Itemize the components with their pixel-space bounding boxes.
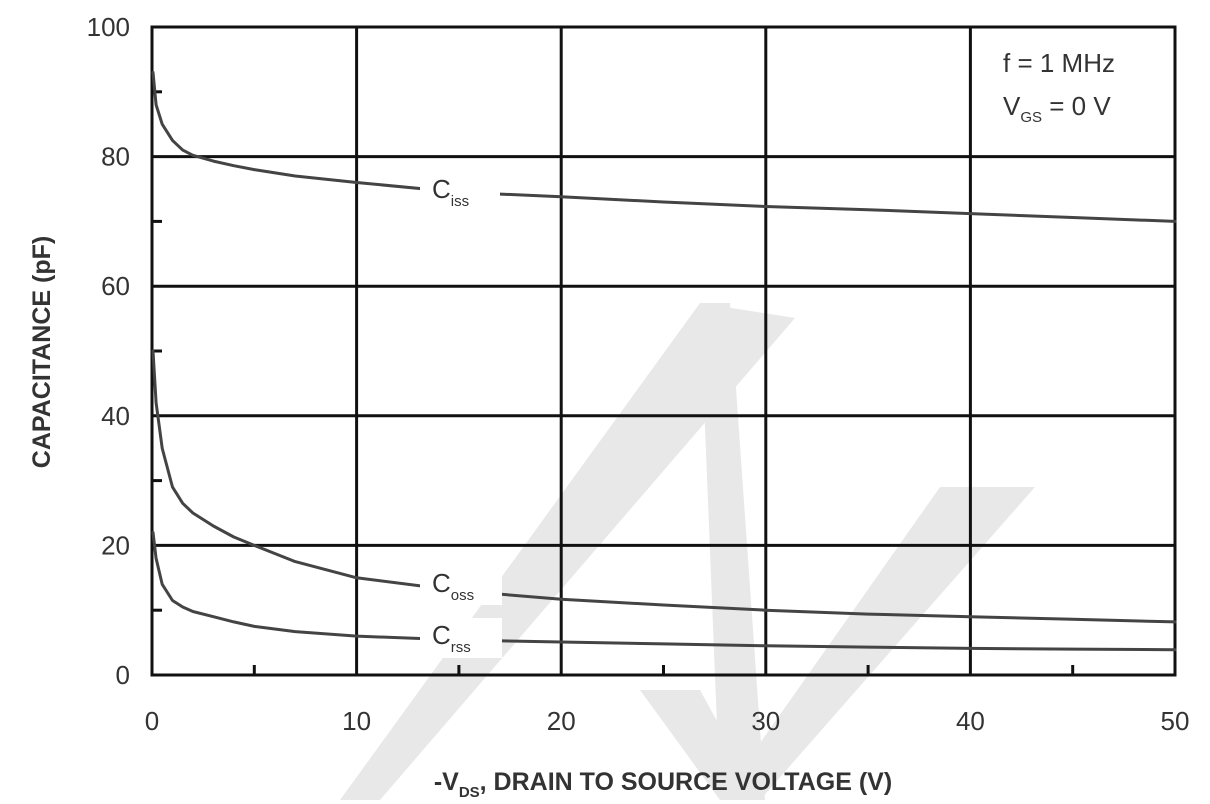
conditions-annotation: f = 1 MHz VGS = 0 V [995, 40, 1155, 130]
series-line-rss [151, 530, 1177, 652]
y-tick-label: 80 [101, 142, 130, 172]
x-tick-labels: 0 10 20 30 40 50 [145, 706, 1190, 736]
x-axis-title: -VDS, DRAIN TO SOURCE VOLTAGE (V) [434, 768, 892, 801]
y-tick-label: 60 [101, 271, 130, 301]
x-tick-label: 30 [751, 706, 780, 736]
series-line-iss [151, 70, 1177, 223]
series-label-rss: Crss [432, 620, 471, 656]
minor-ticks [152, 90, 1075, 675]
y-axis-title: CAPACITANCE (pF) [28, 236, 56, 468]
y-tick-label: 0 [116, 660, 130, 690]
x-tick-label: 20 [547, 706, 576, 736]
x-tick-label: 0 [145, 706, 159, 736]
series-label-iss: Ciss [432, 174, 469, 210]
x-tick-label: 40 [956, 706, 985, 736]
x-tick-label: 50 [1161, 706, 1190, 736]
series-line-oss [151, 349, 1177, 624]
y-tick-labels: 0 20 40 60 80 100 [87, 12, 130, 690]
y-tick-label: 100 [87, 12, 130, 42]
frequency-condition: f = 1 MHz [1003, 48, 1115, 78]
series-label-oss: Coss [432, 568, 474, 604]
vgs-condition: VGS = 0 V [1003, 91, 1111, 126]
y-tick-label: 40 [101, 401, 130, 431]
y-tick-label: 20 [101, 530, 130, 560]
curves [151, 70, 1177, 652]
curve-labels: Ciss Coss Crss [420, 170, 502, 658]
x-tick-label: 10 [342, 706, 371, 736]
watermark-logo [340, 303, 1035, 800]
